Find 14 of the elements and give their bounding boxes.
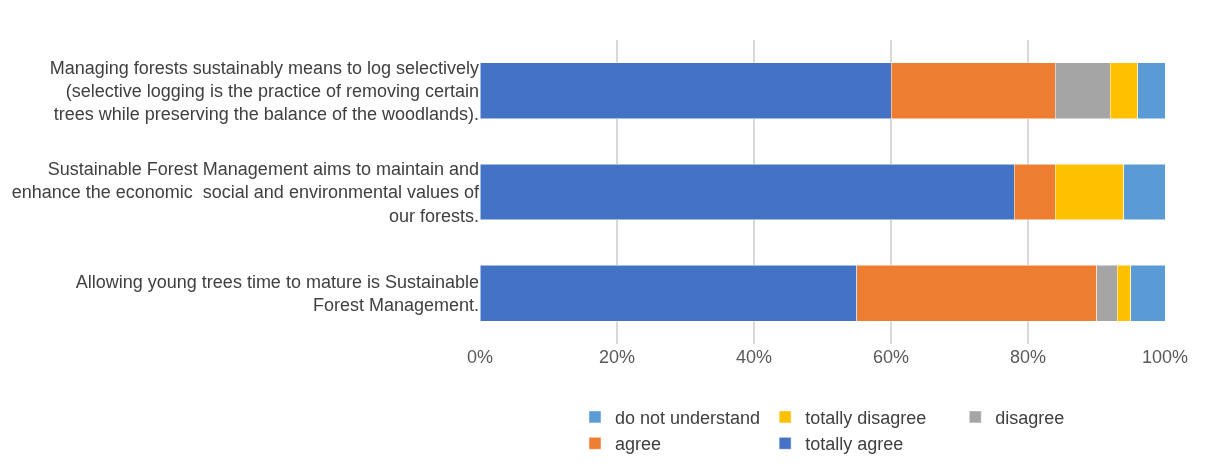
- legend-label: totally disagree: [805, 407, 927, 428]
- x-tick-label: 40%: [735, 347, 773, 367]
- y-tick-label: Allowing young trees time to mature is Sustainable Forest Management.: [75, 271, 479, 316]
- x-tick-label: 100%: [1141, 347, 1189, 367]
- x-tick-label: 0%: [466, 347, 494, 367]
- y-tick-label: Sustainable Forest Management aims to maintain and enhance the economic social and environmental values of our forests.: [11, 158, 480, 226]
- legend-label: agree: [615, 434, 662, 455]
- y-tick-label: Managing forests sustainably means to log selectively (selective logging is the practice of removing certain trees while preserving the balance of the woodlands).: [49, 57, 479, 125]
- legend-label: do not understand: [615, 407, 761, 428]
- x-tick-label: 60%: [872, 347, 910, 367]
- legend-label: totally agree: [805, 434, 904, 455]
- legend-label: disagree: [995, 407, 1065, 428]
- x-tick-label: 20%: [598, 347, 636, 367]
- x-tick-label: 80%: [1009, 347, 1047, 367]
